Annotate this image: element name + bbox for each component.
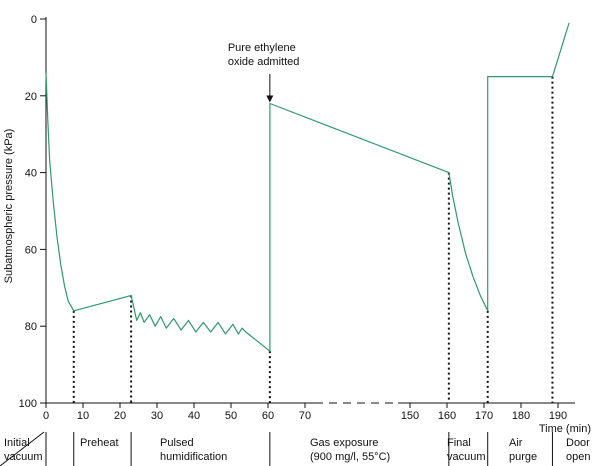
y-tick-label: 60 <box>25 244 37 256</box>
phase-label: Pulsed <box>160 437 194 449</box>
x-tick-label: 20 <box>114 410 126 422</box>
annotation-group: Pure ethylene oxide admitted <box>228 42 300 103</box>
annotation-arrow-head <box>266 95 274 103</box>
phase-marker-group <box>72 76 554 403</box>
phase-label: Initial <box>4 437 30 449</box>
phase-label: Preheat <box>80 437 119 449</box>
y-tick-label: 0 <box>31 14 37 26</box>
x-tick-label: 70 <box>299 410 311 422</box>
phase-label: (900 mg/l, 55°C) <box>310 451 390 463</box>
annotation-text: oxide admitted <box>228 56 300 68</box>
phase-label: open <box>566 451 590 463</box>
x-tick-label: 180 <box>512 410 530 422</box>
y-tick-label: 20 <box>25 91 37 103</box>
x-tick-label: 0 <box>43 410 49 422</box>
x-tick-label: 160 <box>438 410 456 422</box>
phase-label: vacuum <box>4 451 43 463</box>
x-tick-label: 60 <box>262 410 274 422</box>
phase-label-group: Initial vacuum Preheat Pulsed humidification… <box>0 431 590 466</box>
phase-label: humidification <box>160 451 227 463</box>
phase-label: vacuum <box>447 451 486 463</box>
x-tick-label: 40 <box>188 410 200 422</box>
y-tick-label: 80 <box>25 321 37 333</box>
x-tick-label: 50 <box>225 410 237 422</box>
x-tick-label: 30 <box>151 410 163 422</box>
x-tick-label: 190 <box>549 410 567 422</box>
x-axis-label: Time (min) <box>539 423 591 435</box>
phase-label: Final <box>447 437 471 449</box>
series-line <box>45 22 570 352</box>
y-tick-label: 100 <box>19 398 37 410</box>
phase-label: Door <box>566 437 590 449</box>
series-group <box>45 22 570 352</box>
phase-label: purge <box>509 451 537 463</box>
x-tick-label: 150 <box>401 410 419 422</box>
y-tick-label: 40 <box>25 168 37 180</box>
annotation-text: Pure ethylene <box>228 42 296 54</box>
phase-label: Air <box>509 437 523 449</box>
x-tick-label: 170 <box>475 410 493 422</box>
y-axis-label: Subatmospheric pressure (kPa) <box>3 129 15 284</box>
phase-row-diagonal <box>0 431 45 466</box>
x-tick-label: 10 <box>77 410 89 422</box>
phase-label: Gas exposure <box>310 437 378 449</box>
